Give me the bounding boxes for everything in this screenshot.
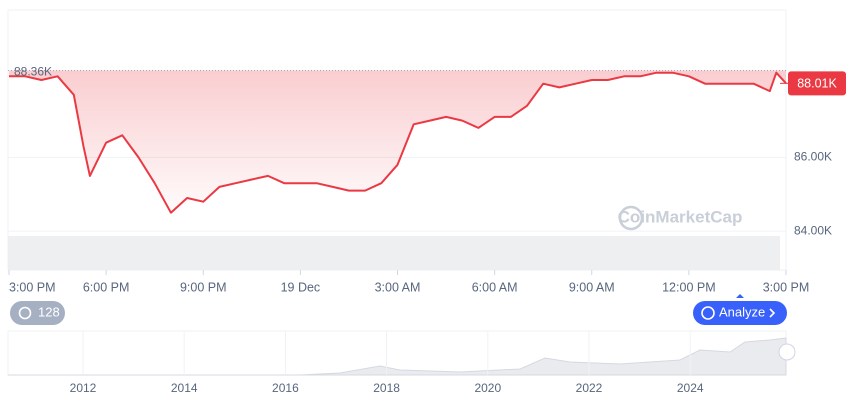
navigator-year: 2014 (171, 381, 198, 395)
navigator-year: 2022 (576, 381, 603, 395)
x-tick-label: 9:00 PM (180, 280, 227, 294)
volume-band (8, 236, 780, 270)
navigator-year: 2018 (373, 381, 400, 395)
x-tick-label: 6:00 PM (83, 280, 130, 294)
navigator-year: 2016 (272, 381, 299, 395)
watermark: CoinMarketCap (618, 207, 743, 226)
navigator-year: 2024 (677, 381, 704, 395)
x-tick-label: 3:00 AM (375, 280, 421, 294)
x-tick-label: 9:00 AM (569, 280, 615, 294)
watermark-logo (618, 205, 644, 231)
navigator-year: 2012 (70, 381, 97, 395)
y-tick-label: 84.00K (794, 223, 832, 237)
navigator-year: 2020 (474, 381, 501, 395)
price-area (9, 70, 786, 213)
last-price-tag (788, 71, 846, 96)
price-line (9, 71, 787, 214)
y-tick-label: 86.00K (794, 150, 832, 164)
analyze-pointer (736, 294, 744, 298)
history-icon (18, 306, 32, 320)
history-count: 128 (38, 304, 60, 319)
x-tick-label: 6:00 AM (472, 280, 518, 294)
x-tick-label: 19 Dec (281, 280, 321, 294)
analyze-icon (701, 306, 715, 320)
x-tick-label: 12:00 PM (662, 280, 716, 294)
reference-label: 88.36K (14, 65, 52, 79)
x-tick-label: 3:00 PM (763, 280, 810, 294)
navigator-silhouette (8, 337, 787, 376)
analyze-button[interactable] (693, 301, 787, 325)
navigator-handle[interactable] (778, 343, 796, 361)
x-tick-label: 3:00 PM (9, 280, 56, 294)
last-price-label: 88.01K (797, 77, 837, 91)
analyze-chevron (769, 308, 776, 318)
analyze-label: Analyze (719, 304, 765, 319)
